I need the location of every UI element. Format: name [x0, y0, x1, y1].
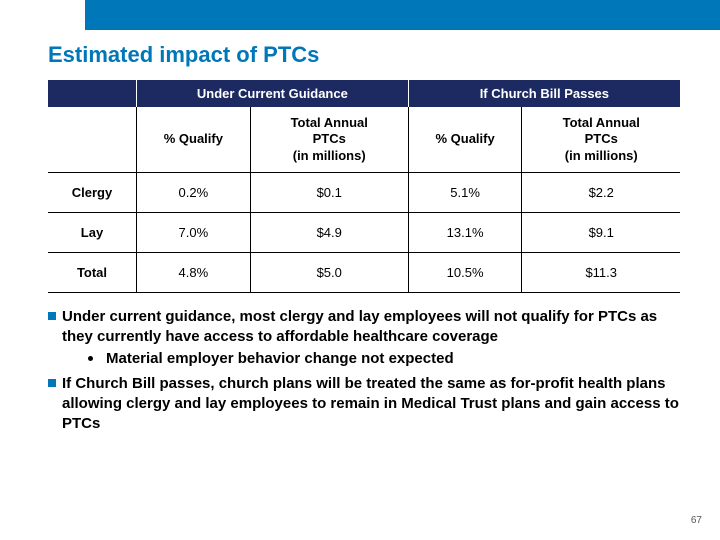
- table-row: Clergy 0.2% $0.1 5.1% $2.2: [48, 172, 680, 212]
- cell: 5.1%: [408, 172, 522, 212]
- cell: $11.3: [522, 252, 680, 292]
- table-row: Lay 7.0% $4.9 13.1% $9.1: [48, 212, 680, 252]
- bullet-list: Under current guidance, most clergy and …: [48, 307, 680, 435]
- page-number: 67: [691, 515, 702, 526]
- table-row: Total 4.8% $5.0 10.5% $11.3: [48, 252, 680, 292]
- bullet-item: If Church Bill passes, church plans will…: [48, 374, 680, 435]
- table-corner-blank: [48, 80, 136, 107]
- top-accent-bar: [85, 0, 720, 30]
- slide-content: Estimated impact of PTCs Under Current G…: [0, 0, 720, 434]
- row-label: Total: [48, 252, 136, 292]
- cell: 4.8%: [136, 252, 250, 292]
- cell: $9.1: [522, 212, 680, 252]
- cell: 10.5%: [408, 252, 522, 292]
- cell: 7.0%: [136, 212, 250, 252]
- group-header-bill: If Church Bill Passes: [408, 80, 680, 107]
- cell: $0.1: [250, 172, 408, 212]
- page-title: Estimated impact of PTCs: [48, 42, 680, 68]
- group-header-current: Under Current Guidance: [136, 80, 408, 107]
- sub-header-qualify-1: % Qualify: [136, 107, 250, 172]
- sub-bullet-item: Material employer behavior change not ex…: [48, 349, 680, 369]
- cell: $4.9: [250, 212, 408, 252]
- cell: 13.1%: [408, 212, 522, 252]
- sub-header-blank: [48, 107, 136, 172]
- row-label: Lay: [48, 212, 136, 252]
- cell: 0.2%: [136, 172, 250, 212]
- table-body: Clergy 0.2% $0.1 5.1% $2.2 Lay 7.0% $4.9…: [48, 172, 680, 292]
- row-label: Clergy: [48, 172, 136, 212]
- cell: $2.2: [522, 172, 680, 212]
- sub-header-annual-1: Total AnnualPTCs(in millions): [250, 107, 408, 172]
- sub-header-annual-2: Total AnnualPTCs(in millions): [522, 107, 680, 172]
- cell: $5.0: [250, 252, 408, 292]
- ptc-impact-table: Under Current Guidance If Church Bill Pa…: [48, 80, 680, 293]
- bullet-item: Under current guidance, most clergy and …: [48, 307, 680, 348]
- sub-header-qualify-2: % Qualify: [408, 107, 522, 172]
